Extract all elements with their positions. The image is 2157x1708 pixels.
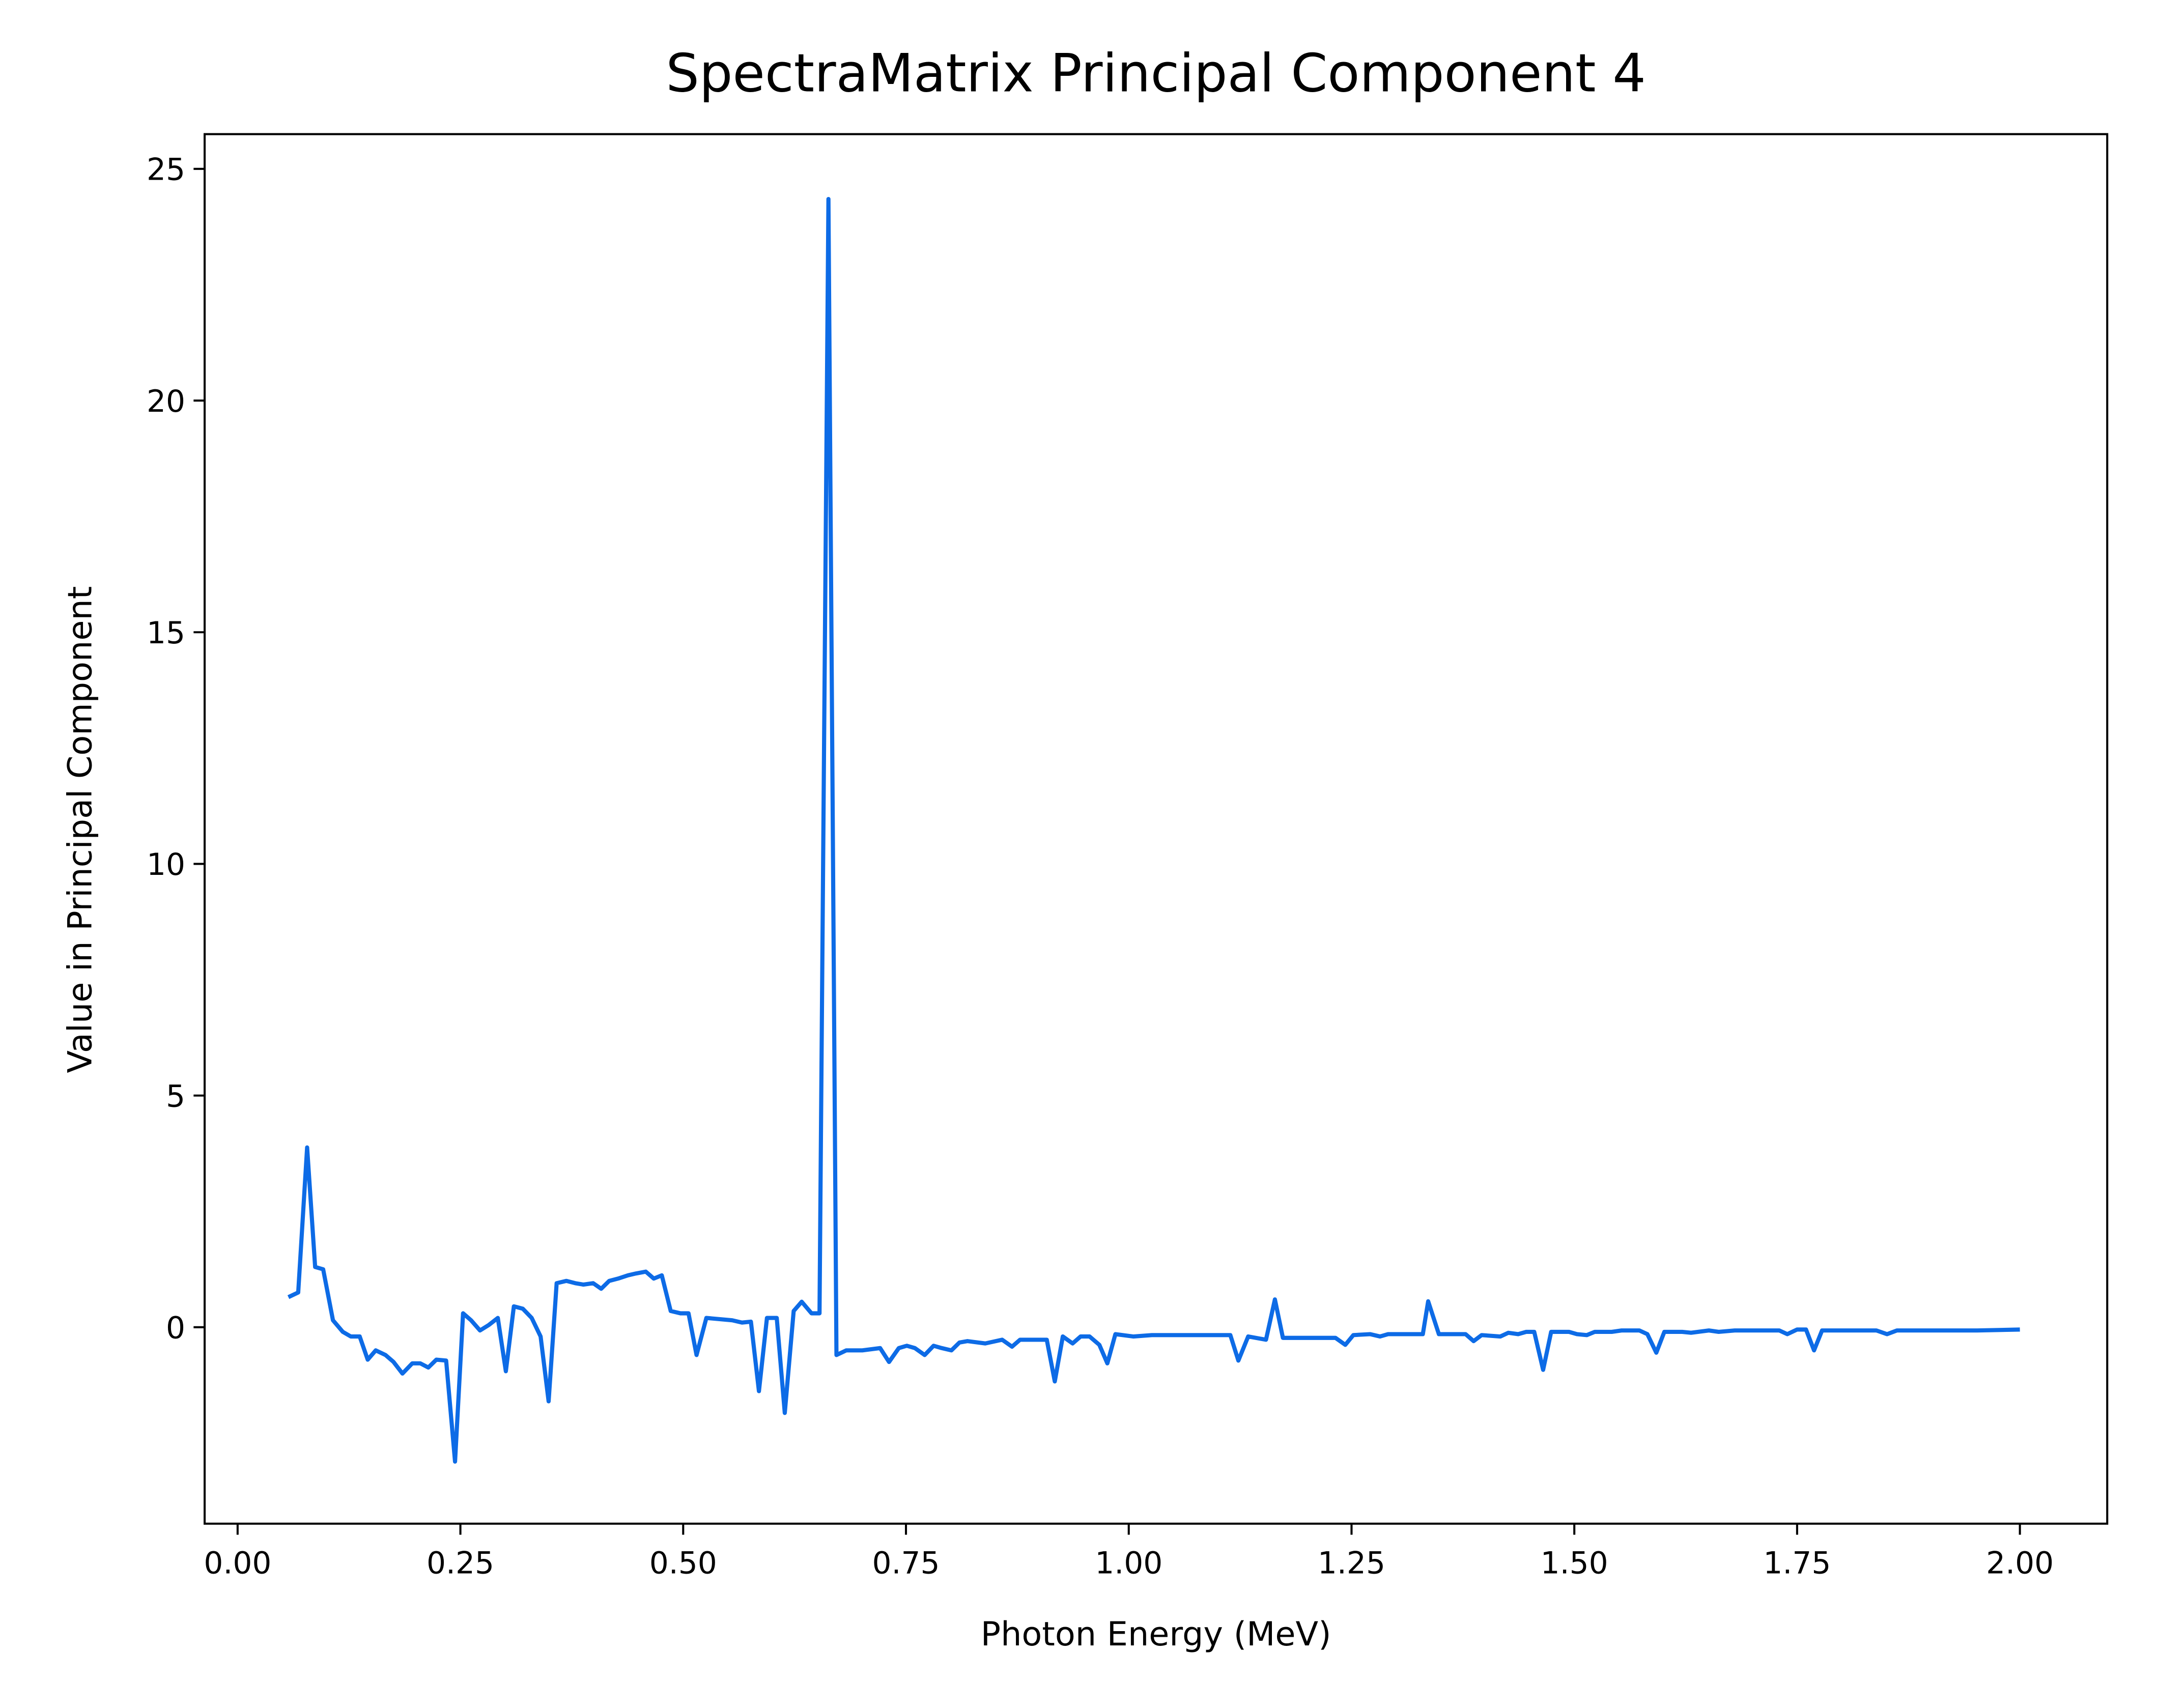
- x-tick-label: 1.00: [1095, 1546, 1162, 1581]
- y-tick-label: 20: [147, 384, 185, 419]
- chart-title: SpectraMatrix Principal Component 4: [666, 43, 1646, 104]
- x-tick-label: 1.75: [1763, 1546, 1831, 1581]
- x-tick-label: 0.25: [427, 1546, 494, 1581]
- x-tick-label: 1.25: [1318, 1546, 1385, 1581]
- x-axis-label: Photon Energy (MeV): [981, 1615, 1331, 1654]
- x-tick-label: 0.50: [649, 1546, 717, 1581]
- data-line: [287, 196, 2020, 1464]
- plot-frame: [204, 133, 2109, 1525]
- x-tick-label: 2.00: [1986, 1546, 2054, 1581]
- y-tick-label: 25: [147, 153, 185, 188]
- x-tick-label: 1.50: [1541, 1546, 1608, 1581]
- y-tick-label: 0: [166, 1311, 185, 1346]
- x-tick-label: 0.00: [204, 1546, 271, 1581]
- y-tick-label: 10: [147, 847, 185, 883]
- y-tick-label: 15: [147, 616, 185, 651]
- x-tick-label: 0.75: [872, 1546, 940, 1581]
- y-axis-label: Value in Principal Component: [61, 586, 99, 1073]
- y-tick-label: 5: [166, 1079, 185, 1114]
